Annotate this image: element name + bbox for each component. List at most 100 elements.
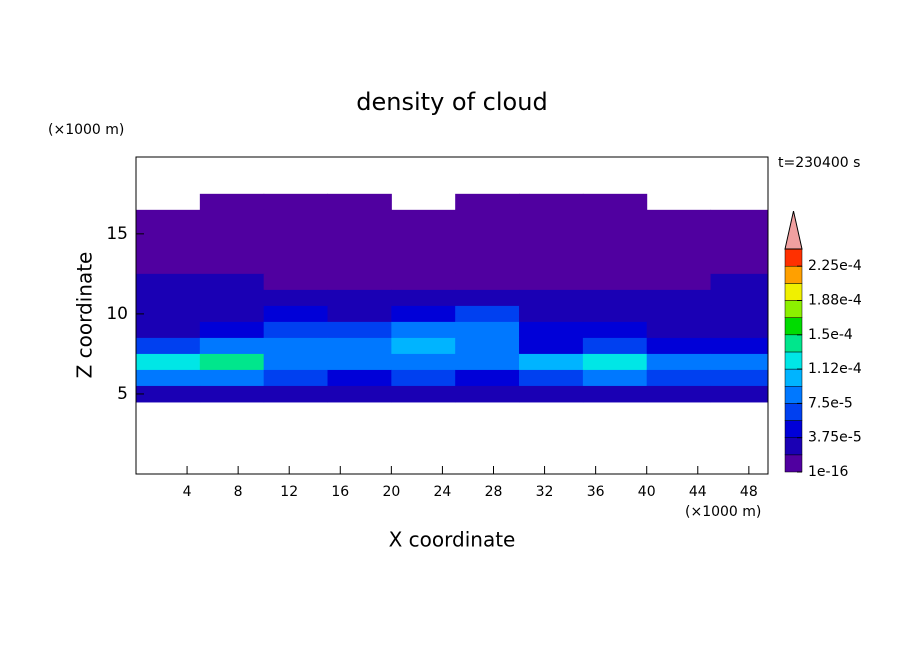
contour-cell <box>136 337 201 355</box>
x-tick-label: 24 <box>434 484 452 500</box>
contour-cell <box>519 353 584 371</box>
contour-cell <box>327 305 392 323</box>
colorbar-over <box>784 210 803 250</box>
contour-cell <box>391 289 456 307</box>
contour-cell <box>327 337 392 355</box>
contour-cell <box>455 257 520 275</box>
x-tick-label: 20 <box>382 484 400 500</box>
x-tick-label: 40 <box>638 484 656 500</box>
contour-cell <box>263 385 329 403</box>
x-tick-label: 12 <box>280 484 298 500</box>
contour-cell <box>710 385 769 403</box>
colorbar-band <box>784 368 803 387</box>
x-tick-label: 32 <box>536 484 554 500</box>
contour-cell <box>582 193 648 211</box>
contour-cell <box>327 257 392 275</box>
contour-cell <box>582 337 648 355</box>
contour-cell <box>263 305 329 323</box>
contour-cell <box>582 369 648 387</box>
contour-cell <box>582 273 648 291</box>
x-axis-label: X coordinate <box>389 528 516 552</box>
x-tick-label: 36 <box>587 484 605 500</box>
contour-cell <box>199 257 265 275</box>
contour-cell <box>263 273 329 291</box>
contour-cell <box>327 353 392 371</box>
contour-cell <box>519 385 584 403</box>
contour-cell <box>582 321 648 339</box>
contour-cell <box>199 209 265 227</box>
contour-cell <box>710 369 769 387</box>
colorbar-band <box>784 351 803 370</box>
contour-cell <box>455 305 520 323</box>
contour-cell <box>199 289 265 307</box>
colorbar-tick-label: 7.5e-5 <box>808 395 853 411</box>
x-tick-label: 4 <box>183 484 192 500</box>
contour-cell <box>710 209 769 227</box>
x-tick-label: 44 <box>689 484 707 500</box>
contour-cell <box>391 273 456 291</box>
contour-cell <box>710 225 769 243</box>
contour-cell <box>646 369 712 387</box>
contour-cell <box>455 241 520 259</box>
y-unit: (×1000 m) <box>48 122 124 138</box>
contour-cell <box>519 321 584 339</box>
x-tick-label: 8 <box>234 484 243 500</box>
colorbar-band <box>784 386 803 404</box>
y-tick-label: 15 <box>106 224 128 244</box>
colorbar-band <box>784 283 803 301</box>
contour-cell <box>136 353 201 371</box>
colorbar-tick-label: 1.5e-4 <box>808 327 853 343</box>
contour-cell <box>455 193 520 211</box>
contour-cell <box>263 289 329 307</box>
contour-cell <box>136 321 201 339</box>
contour-cell <box>199 369 265 387</box>
contour-cell <box>710 305 769 323</box>
contour-cell <box>582 289 648 307</box>
contour-cell <box>263 337 329 355</box>
contour-cell <box>391 241 456 259</box>
contour-cell <box>199 353 265 371</box>
contour-cell <box>199 225 265 243</box>
contour-cell <box>199 385 265 403</box>
contour-cell <box>519 241 584 259</box>
colorbar-band <box>784 454 803 473</box>
contour-cell <box>327 241 392 259</box>
contour-cell <box>646 305 712 323</box>
contour-cell <box>519 225 584 243</box>
contour-cell <box>455 225 520 243</box>
contour-cell <box>646 273 712 291</box>
contour-cell <box>327 225 392 243</box>
contour-cell <box>455 369 520 387</box>
contour-cell <box>646 289 712 307</box>
contour-cell <box>391 225 456 243</box>
contour-cell <box>136 241 201 259</box>
contour-cell <box>519 209 584 227</box>
contour-cell <box>263 321 329 339</box>
contour-cell <box>391 305 456 323</box>
contour-cell <box>646 257 712 275</box>
y-axis-label: Z coordinate <box>73 252 97 379</box>
contour-cell <box>646 225 712 243</box>
chart-title: density of cloud <box>356 88 547 116</box>
colorbar-tick-label: 1e-16 <box>808 464 848 480</box>
contour-cell <box>136 289 201 307</box>
contour-cell <box>455 209 520 227</box>
contour-cell <box>519 337 584 355</box>
colorbar-band <box>784 334 803 353</box>
contour-cell <box>199 193 265 211</box>
contour-cell <box>582 305 648 323</box>
contour-cell <box>582 353 648 371</box>
contour-cell <box>136 225 201 243</box>
contour-cell <box>519 369 584 387</box>
contour-cell <box>391 321 456 339</box>
contour-cell <box>199 321 265 339</box>
contour-cell <box>710 273 769 291</box>
contour-cell <box>391 337 456 355</box>
contour-cell <box>327 193 392 211</box>
contour-cell <box>646 321 712 339</box>
contour-cell <box>646 385 712 403</box>
contour-cell <box>519 273 584 291</box>
contour-cell <box>646 337 712 355</box>
contour-cell <box>582 257 648 275</box>
